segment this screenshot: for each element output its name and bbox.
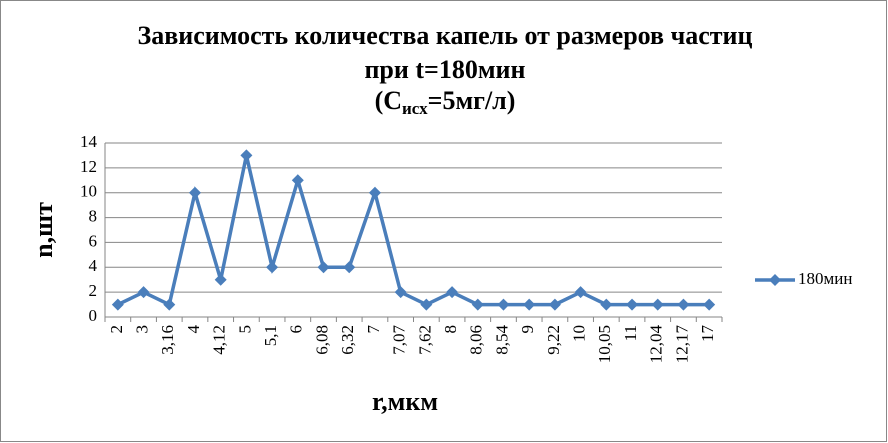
point-marker	[111, 298, 124, 311]
x-tick-label: 5	[235, 325, 254, 334]
legend-label: 180мин	[798, 269, 852, 288]
x-tick-label: 9	[518, 325, 537, 334]
x-tick-label: 4	[184, 325, 203, 334]
x-tick-label: 6	[287, 325, 306, 334]
point-marker	[317, 261, 330, 274]
y-tick-label: 14	[80, 132, 98, 151]
point-marker	[214, 273, 227, 286]
x-tick-label: 11	[621, 325, 640, 341]
formula-part: =5мг/л)	[428, 86, 516, 115]
point-marker	[548, 298, 561, 311]
formula-part: (C	[375, 86, 402, 115]
x-tick-label: 4,12	[210, 325, 229, 355]
y-tick-label: 10	[80, 182, 97, 201]
point-marker	[240, 149, 253, 162]
point-marker	[188, 186, 201, 199]
point-marker	[343, 261, 356, 274]
x-tick-label: 9,22	[544, 325, 563, 355]
x-tick-label: 3,16	[158, 325, 177, 355]
point-marker	[651, 298, 664, 311]
point-marker	[471, 298, 484, 311]
point-marker	[574, 286, 587, 299]
y-tick-label: 12	[80, 157, 97, 176]
point-marker	[677, 298, 690, 311]
y-tick-label: 0	[89, 306, 98, 325]
legend-marker	[769, 274, 781, 286]
x-tick-label: 7,07	[390, 325, 409, 355]
y-axis-title: n,шт	[29, 202, 58, 258]
x-tick-label: 6,08	[312, 325, 331, 355]
point-marker	[497, 298, 510, 311]
point-marker	[446, 286, 459, 299]
x-tick-label: 17	[698, 325, 717, 343]
point-marker	[600, 298, 613, 311]
formula-subscript: исх	[402, 99, 428, 118]
x-tick-label: 7,62	[415, 325, 434, 355]
x-tick-label: 3	[132, 325, 151, 334]
y-tick-label: 2	[89, 281, 98, 300]
x-tick-label: 8	[441, 325, 460, 334]
y-tick-label: 4	[89, 256, 98, 275]
point-marker	[703, 298, 716, 311]
point-marker	[368, 186, 381, 199]
x-tick-label: 8,54	[492, 324, 511, 354]
chart-title: Зависимость количества капель от размеро…	[137, 21, 752, 50]
x-tick-label: 6,32	[338, 325, 357, 355]
chart-title: при t=180мин	[364, 55, 525, 84]
x-tick-label: 10,05	[595, 325, 614, 363]
x-tick-label: 12,17	[672, 325, 691, 364]
point-marker	[394, 286, 407, 299]
chart-title-formula: (Cисх=5мг/л)	[375, 86, 516, 118]
point-marker	[291, 174, 304, 187]
x-tick-label: 7	[364, 325, 383, 334]
x-tick-label: 8,06	[467, 325, 486, 355]
x-tick-label: 5,1	[261, 325, 280, 346]
y-tick-label: 8	[89, 206, 98, 225]
point-marker	[420, 298, 433, 311]
x-tick-label: 10	[570, 325, 589, 342]
point-marker	[266, 261, 279, 274]
point-marker	[523, 298, 536, 311]
point-marker	[626, 298, 639, 311]
x-tick-label: 12,04	[647, 325, 666, 364]
point-marker	[163, 298, 176, 311]
y-tick-label: 6	[89, 231, 98, 250]
x-axis-title: r,мкм	[372, 387, 438, 416]
x-tick-label: 2	[107, 325, 126, 334]
point-marker	[137, 286, 150, 299]
